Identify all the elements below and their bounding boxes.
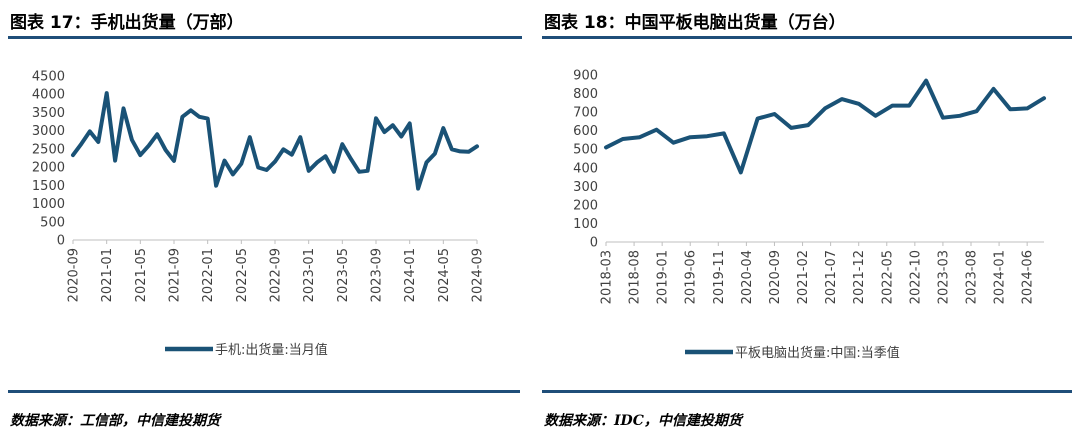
x-tick-label: 2023-08 <box>965 250 980 304</box>
series-line <box>71 91 479 191</box>
x-tick-label: 2020-09 <box>67 248 82 302</box>
x-tick-label: 2023-01 <box>302 248 317 302</box>
legend-label: 手机:出货量:当月值 <box>215 342 328 358</box>
x-tick-label: 2020-09 <box>768 250 783 304</box>
y-tick-label: 900 <box>573 69 598 84</box>
y-tick-label: 3000 <box>32 124 65 139</box>
x-tick-label: 2022-09 <box>269 248 284 302</box>
y-tick-label: 4500 <box>32 70 65 85</box>
y-tick-label: 100 <box>573 217 598 232</box>
y-tick-label: 2000 <box>32 161 65 176</box>
left-chart-panel: 图表 17：手机出货量（万部） 0 500 1000 1500 2000 2500 3000… <box>0 0 530 400</box>
x-tick-label: 2018-03 <box>600 250 615 304</box>
y-tick-label: 200 <box>573 198 598 213</box>
line-chart: 0 500 1000 1500 2000 2500 3000 3500 4000 4500 2020… <box>32 70 486 359</box>
x-tick-label: 2023-03 <box>936 250 951 304</box>
right-chart-panel: 图表 18：中国平板电脑出货量（万台） 0 100 200 300 400 500 600 7… <box>540 0 1080 400</box>
x-tick-label: 2021-07 <box>824 250 839 304</box>
x-tick-label: 2022-05 <box>235 248 250 302</box>
x-tick-label: 2022-10 <box>908 250 923 304</box>
x-tick-label: 2021-01 <box>100 248 115 302</box>
y-tick-label: 4000 <box>32 88 65 103</box>
y-tick-label: 3500 <box>32 106 65 121</box>
y-tick-label: 0 <box>590 236 598 251</box>
x-tick-label: 2020-04 <box>740 250 755 304</box>
source-note: 数据来源：IDC，中信建投期货 <box>544 413 742 429</box>
x-tick-label: 2024-05 <box>437 248 452 302</box>
y-tick-label: 700 <box>573 106 598 121</box>
y-tick-label: 1500 <box>32 179 65 194</box>
x-tick-label: 2021-02 <box>796 250 811 304</box>
y-tick-label: 300 <box>573 180 598 195</box>
y-tick-label: 600 <box>573 124 598 139</box>
x-tick-label: 2018-08 <box>628 250 643 304</box>
x-tick-label: 2024-01 <box>993 250 1008 304</box>
y-tick-label: 400 <box>573 161 598 176</box>
x-tick-label: 2021-12 <box>852 250 867 304</box>
y-tick-label: 2500 <box>32 142 65 157</box>
x-tick-label: 2024-01 <box>403 248 418 302</box>
y-tick-label: 1000 <box>32 197 65 212</box>
title-divider <box>8 36 522 39</box>
y-tick-label: 800 <box>573 87 598 102</box>
chart-title: 图表 17：手机出货量（万部） <box>10 13 244 33</box>
x-tick-label: 2023-05 <box>336 248 351 302</box>
x-tick-label: 2023-09 <box>370 248 385 302</box>
x-tick-label: 2021-05 <box>134 248 149 302</box>
x-tick-label: 2019-06 <box>684 250 699 304</box>
y-tick-label: 500 <box>40 215 65 230</box>
title-divider <box>542 36 1072 39</box>
footer-divider <box>542 390 1072 393</box>
x-tick-label: 2019-01 <box>656 250 671 304</box>
x-tick-label: 2021-09 <box>168 248 183 302</box>
x-tick-label: 2019-11 <box>712 250 727 304</box>
chart-title: 图表 18：中国平板电脑出货量（万台） <box>544 13 846 33</box>
x-tick-label: 2022-05 <box>880 250 895 304</box>
x-tick-label: 2024-09 <box>471 248 486 302</box>
footer-divider <box>8 390 520 393</box>
series-line <box>604 78 1046 175</box>
y-tick-label: 500 <box>573 143 598 158</box>
x-tick-label: 2024-06 <box>1021 250 1036 304</box>
x-tick-label: 2022-01 <box>201 248 216 302</box>
source-note: 数据来源：工信部，中信建投期货 <box>10 413 220 429</box>
legend-label: 平板电脑出货量:中国:当季值 <box>735 345 900 361</box>
line-chart: 0 100 200 300 400 500 600 700 800 900 2018-03 2018-… <box>573 69 1046 361</box>
y-tick-label: 0 <box>57 234 65 249</box>
